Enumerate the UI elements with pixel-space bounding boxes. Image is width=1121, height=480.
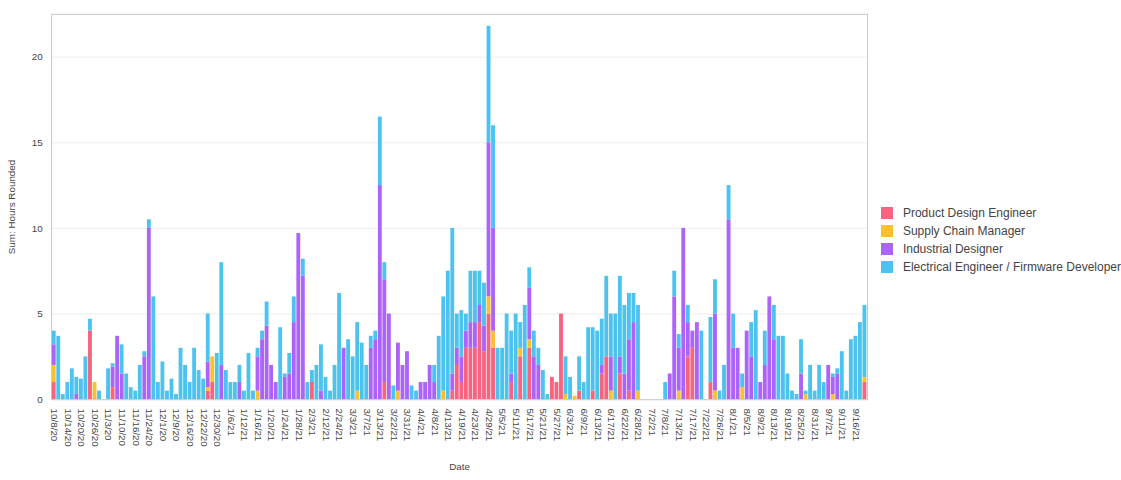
svg-text:20: 20	[32, 51, 43, 62]
svg-text:1/16/21: 1/16/21	[253, 409, 264, 442]
svg-text:4/23/21: 4/23/21	[470, 409, 481, 442]
svg-text:8/13/21: 8/13/21	[769, 409, 780, 442]
svg-text:6/17/21: 6/17/21	[606, 409, 617, 442]
html-text:Product Design Engineer: Product Design Engineer	[902, 206, 1037, 220]
svg-text:0: 0	[37, 394, 43, 405]
svg-text:4/29/21: 4/29/21	[484, 409, 495, 442]
svg-text:12/1/20: 12/1/20	[158, 409, 169, 442]
svg-text:3/3/21: 3/3/21	[348, 409, 359, 436]
svg-text:10/8/20: 10/8/20	[49, 409, 60, 442]
svg-text:4/8/21: 4/8/21	[430, 409, 441, 436]
svg-text:7/13/21: 7/13/21	[674, 409, 685, 442]
svg-text:1/24/21: 1/24/21	[280, 409, 291, 442]
svg-text:3/31/21: 3/31/21	[402, 409, 413, 442]
svg-text:1/20/21: 1/20/21	[266, 409, 277, 442]
svg-text:8/19/21: 8/19/21	[783, 409, 794, 442]
svg-text:1/28/21: 1/28/21	[294, 409, 305, 442]
svg-text:5/27/21: 5/27/21	[552, 409, 563, 442]
svg-text:5/17/21: 5/17/21	[525, 409, 536, 442]
svg-text:4/4/21: 4/4/21	[416, 409, 427, 436]
svg-text:12/22/20: 12/22/20	[199, 409, 210, 448]
svg-text:11/24/20: 11/24/20	[144, 409, 155, 447]
svg-text:7/22/21: 7/22/21	[701, 409, 712, 442]
svg-text:5: 5	[37, 308, 43, 319]
svg-text:12/30/20: 12/30/20	[212, 409, 223, 448]
svg-text:10/20/20: 10/20/20	[76, 409, 87, 448]
svg-text:6/28/21: 6/28/21	[633, 409, 644, 442]
html-text:Supply Chain Manager: Supply Chain Manager	[902, 224, 1025, 238]
svg-text:6/9/21: 6/9/21	[579, 409, 590, 436]
svg-text:10/14/20: 10/14/20	[63, 409, 74, 448]
svg-text:2/24/21: 2/24/21	[334, 409, 345, 442]
svg-text:9/11/21: 9/11/21	[837, 409, 848, 441]
svg-text:6/3/21: 6/3/21	[565, 409, 576, 436]
svg-text:8/9/21: 8/9/21	[756, 409, 767, 436]
svg-text:1/6/21: 1/6/21	[226, 409, 237, 436]
svg-text:12/16/20: 12/16/20	[185, 409, 196, 448]
svg-text:5/21/21: 5/21/21	[538, 409, 549, 442]
svg-text:11/3/20: 11/3/20	[103, 409, 114, 442]
html-text:Electrical Engineer / Firmware: Electrical Engineer / Firmware Developer	[902, 260, 1121, 274]
svg-text:4/13/21: 4/13/21	[443, 409, 454, 442]
svg-text:7/26/21: 7/26/21	[715, 409, 726, 442]
svg-text:2/12/21: 2/12/21	[321, 409, 332, 442]
svg-text:4/19/21: 4/19/21	[457, 409, 468, 442]
svg-text:10/26/20: 10/26/20	[90, 409, 101, 448]
svg-text:5/11/21: 5/11/21	[511, 409, 522, 441]
svg-text:2/3/21: 2/3/21	[307, 409, 318, 436]
svg-text:7/17/21: 7/17/21	[688, 409, 699, 442]
svg-text:3/7/21: 3/7/21	[362, 409, 373, 436]
svg-text:5/5/21: 5/5/21	[497, 409, 508, 436]
svg-text:8/1/21: 8/1/21	[728, 409, 739, 436]
svg-text:6/22/21: 6/22/21	[620, 409, 631, 442]
svg-text:3/13/21: 3/13/21	[375, 409, 386, 442]
svg-text:15: 15	[32, 137, 43, 148]
svg-text:11/10/20: 11/10/20	[117, 409, 128, 447]
svg-text:12/9/20: 12/9/20	[171, 409, 182, 442]
svg-text:Sum: Hours Rounded: Sum: Hours Rounded	[6, 160, 17, 255]
svg-text:10: 10	[32, 223, 43, 234]
html-text:Industrial Designer: Industrial Designer	[902, 242, 1003, 256]
svg-text:8/25/21: 8/25/21	[796, 409, 807, 442]
svg-text:6/13/21: 6/13/21	[593, 409, 604, 442]
svg-text:11/16/20: 11/16/20	[131, 409, 142, 447]
svg-text:Date: Date	[449, 462, 470, 473]
svg-text:9/16/21: 9/16/21	[851, 409, 862, 442]
svg-text:7/2/21: 7/2/21	[647, 409, 658, 436]
svg-text:8/5/21: 8/5/21	[742, 409, 753, 436]
svg-text:3/22/21: 3/22/21	[389, 409, 400, 442]
svg-text:7/8/21: 7/8/21	[661, 409, 672, 436]
svg-text:1/12/21: 1/12/21	[239, 409, 250, 442]
svg-text:8/31/21: 8/31/21	[810, 409, 821, 442]
svg-text:9/7/21: 9/7/21	[824, 409, 835, 436]
